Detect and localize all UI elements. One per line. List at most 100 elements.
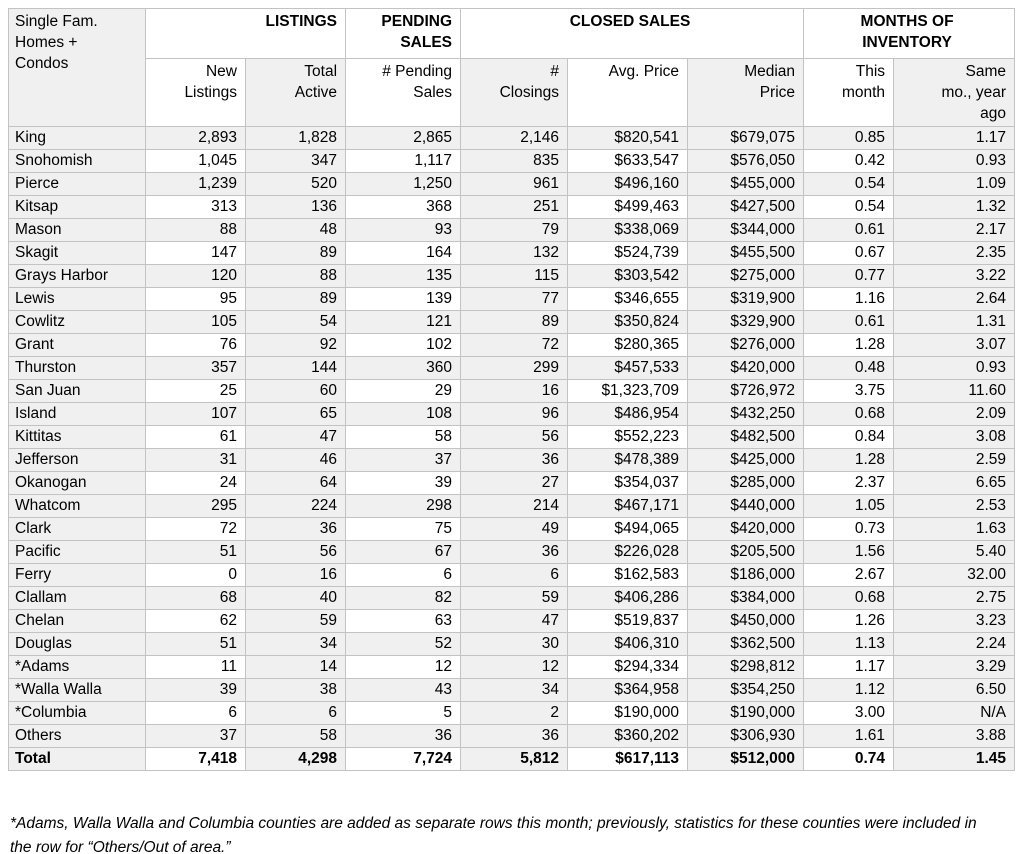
value-cell: 2.35 xyxy=(893,241,1016,265)
value-cell: 96 xyxy=(460,402,569,426)
value-cell: 1.26 xyxy=(803,609,895,633)
county-cell: Clallam xyxy=(8,586,146,610)
value-cell: $190,000 xyxy=(687,701,805,725)
value-cell: 54 xyxy=(244,310,347,334)
value-cell: $512,000 xyxy=(687,747,805,771)
table-header: Single Fam. Homes + Condos LISTINGS PEND… xyxy=(8,8,1016,127)
value-cell: $329,900 xyxy=(687,310,805,334)
subheader-closings: # Closings xyxy=(460,58,569,127)
value-cell: 6.65 xyxy=(893,471,1016,495)
value-cell: 12 xyxy=(345,655,462,679)
county-cell: Kittitas xyxy=(8,425,146,449)
value-cell: 36 xyxy=(345,724,462,748)
value-cell: 89 xyxy=(244,241,347,265)
county-cell: Whatcom xyxy=(8,494,146,518)
value-cell: 1.31 xyxy=(893,310,1016,334)
value-cell: 47 xyxy=(460,609,569,633)
value-cell: $354,250 xyxy=(687,678,805,702)
value-cell: 961 xyxy=(460,172,569,196)
value-cell: 47 xyxy=(244,425,347,449)
value-cell: 136 xyxy=(244,195,347,219)
value-cell: 251 xyxy=(460,195,569,219)
value-cell: 120 xyxy=(145,264,246,288)
value-cell: 105 xyxy=(145,310,246,334)
value-cell: 6 xyxy=(145,701,246,725)
county-cell: Pierce xyxy=(8,172,146,196)
value-cell: 1.13 xyxy=(803,632,895,656)
value-cell: 37 xyxy=(345,448,462,472)
value-cell: $362,500 xyxy=(687,632,805,656)
value-cell: 3.75 xyxy=(803,379,895,403)
value-cell: 61 xyxy=(145,425,246,449)
table-row: *Walla Walla 39 38 43 34 $364,958 $354,250 1.12… xyxy=(8,678,1016,702)
value-cell: 132 xyxy=(460,241,569,265)
value-cell: 62 xyxy=(145,609,246,633)
value-cell: 46 xyxy=(244,448,347,472)
value-cell: $346,655 xyxy=(567,287,689,311)
county-cell: Clark xyxy=(8,517,146,541)
table-row: *Adams 11 14 12 12 $294,334 $298,812 1.17 3.29 xyxy=(8,655,1016,679)
value-cell: 34 xyxy=(460,678,569,702)
value-cell: 3.08 xyxy=(893,425,1016,449)
value-cell: 37 xyxy=(145,724,246,748)
value-cell: 368 xyxy=(345,195,462,219)
value-cell: 68 xyxy=(145,586,246,610)
market-stats-table: Single Fam. Homes + Condos LISTINGS PEND… xyxy=(8,8,1016,771)
value-cell: 48 xyxy=(244,218,347,242)
value-cell: 835 xyxy=(460,149,569,173)
value-cell: $494,065 xyxy=(567,517,689,541)
value-cell: 89 xyxy=(244,287,347,311)
table-row: Grant 76 92 102 72 $280,365 $276,000 1.28 3.07 xyxy=(8,333,1016,357)
value-cell: 49 xyxy=(460,517,569,541)
value-cell: 1.32 xyxy=(893,195,1016,219)
value-cell: $319,900 xyxy=(687,287,805,311)
value-cell: $306,930 xyxy=(687,724,805,748)
value-cell: 0.42 xyxy=(803,149,895,173)
value-cell: 1.61 xyxy=(803,724,895,748)
value-cell: 2,146 xyxy=(460,126,569,150)
value-cell: $406,286 xyxy=(567,586,689,610)
value-cell: 0.84 xyxy=(803,425,895,449)
county-cell: Kitsap xyxy=(8,195,146,219)
value-cell: 1.05 xyxy=(803,494,895,518)
table-row: Thurston 357 144 360 299 $457,533 $420,000 0.48… xyxy=(8,356,1016,380)
value-cell: 25 xyxy=(145,379,246,403)
value-cell: 39 xyxy=(145,678,246,702)
table-row: Island 107 65 108 96 $486,954 $432,250 0.68 2.09 xyxy=(8,402,1016,426)
value-cell: 16 xyxy=(244,563,347,587)
value-cell: 7,724 xyxy=(345,747,462,771)
county-cell: Lewis xyxy=(8,287,146,311)
value-cell: 520 xyxy=(244,172,347,196)
value-cell: 2,865 xyxy=(345,126,462,150)
value-cell: 65 xyxy=(244,402,347,426)
table-body: King 2,893 1,828 2,865 2,146 $820,541 $679,075… xyxy=(8,126,1016,771)
value-cell: $552,223 xyxy=(567,425,689,449)
value-cell: 6 xyxy=(345,563,462,587)
table-row: Clallam 68 40 82 59 $406,286 $384,000 0.68 2.75 xyxy=(8,586,1016,610)
value-cell: 43 xyxy=(345,678,462,702)
value-cell: 6.50 xyxy=(893,678,1016,702)
subheader-avg-price: Avg. Price xyxy=(567,58,689,127)
value-cell: 29 xyxy=(345,379,462,403)
table-row: Chelan 62 59 63 47 $519,837 $450,000 1.26 3.23 xyxy=(8,609,1016,633)
subheader-new-listings: New Listings xyxy=(145,58,246,127)
value-cell: 108 xyxy=(345,402,462,426)
county-cell: Total xyxy=(8,747,146,771)
value-cell: $820,541 xyxy=(567,126,689,150)
value-cell: 1,117 xyxy=(345,149,462,173)
value-cell: 72 xyxy=(460,333,569,357)
table-row: Ferry 0 16 6 6 $162,583 $186,000 2.67 32.00 xyxy=(8,563,1016,587)
value-cell: 2 xyxy=(460,701,569,725)
county-cell: Island xyxy=(8,402,146,426)
value-cell: $432,250 xyxy=(687,402,805,426)
table-row: Others 37 58 36 36 $360,202 $306,930 1.61 3.88 xyxy=(8,724,1016,748)
value-cell: 11 xyxy=(145,655,246,679)
value-cell: 3.00 xyxy=(803,701,895,725)
value-cell: $1,323,709 xyxy=(567,379,689,403)
county-cell: *Adams xyxy=(8,655,146,679)
subheader-row: New Listings Total Active # Pending Sale… xyxy=(9,58,1016,127)
value-cell: $457,533 xyxy=(567,356,689,380)
value-cell: 3.23 xyxy=(893,609,1016,633)
county-cell: Douglas xyxy=(8,632,146,656)
